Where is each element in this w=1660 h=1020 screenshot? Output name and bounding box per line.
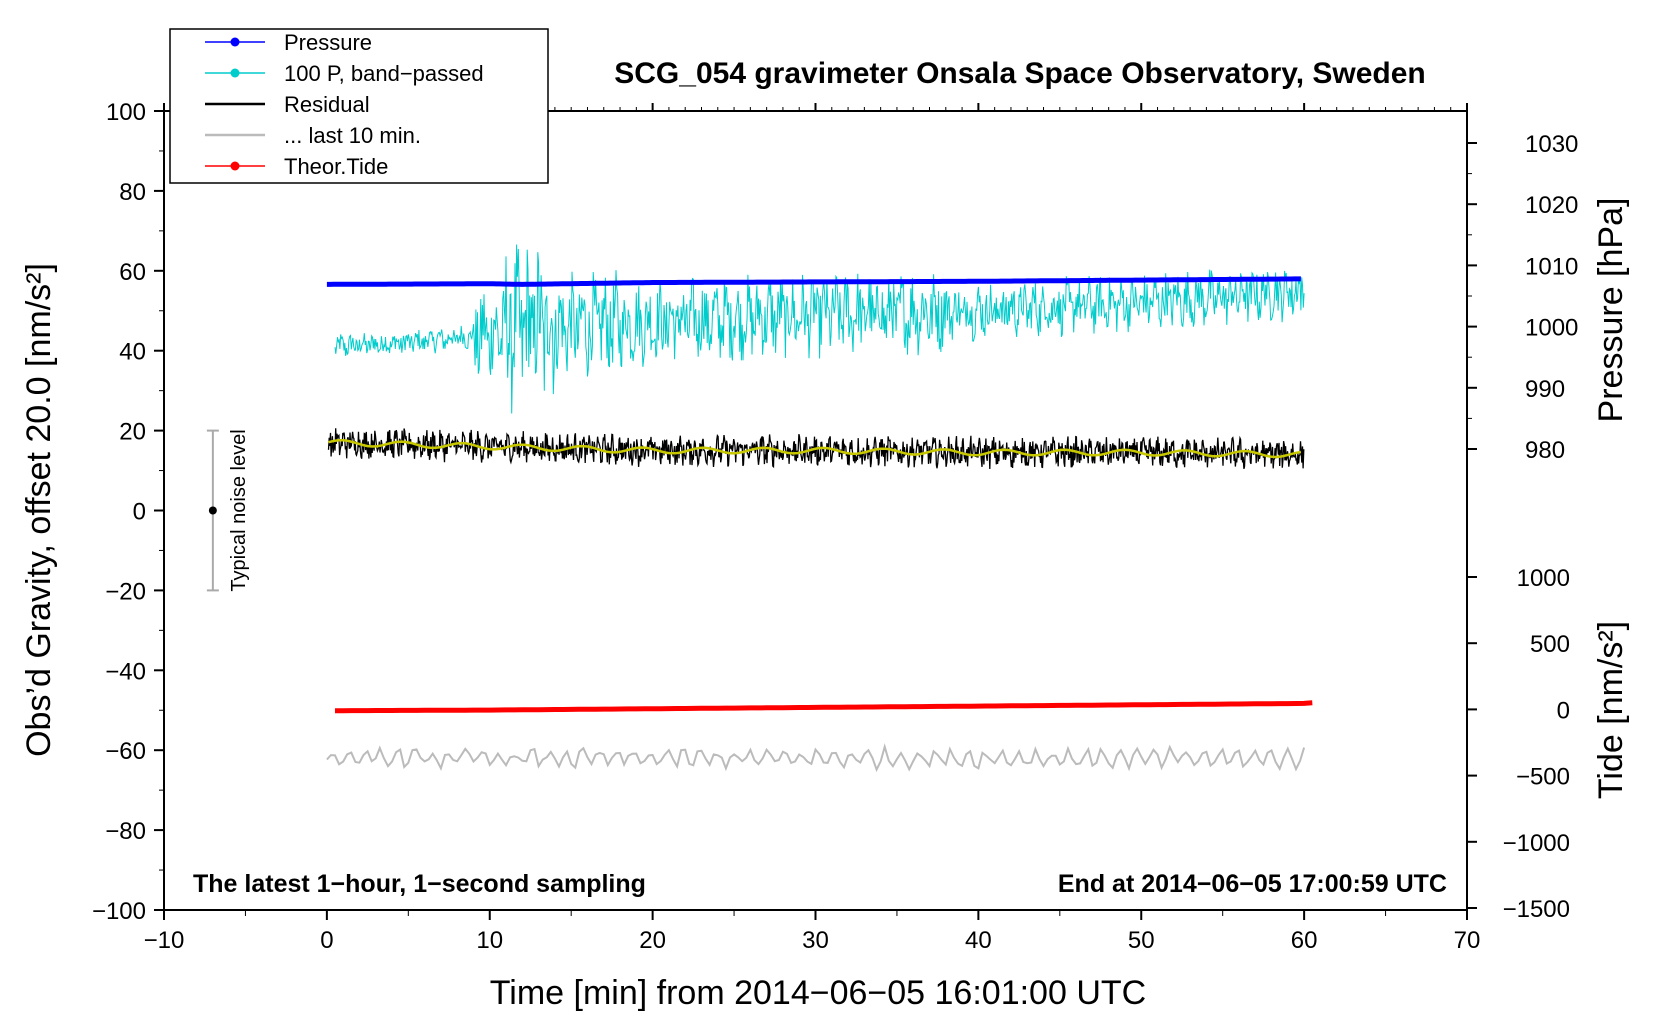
pressure-tick-label: 1000 <box>1525 315 1578 342</box>
tide-tick-label: 0 <box>1557 697 1570 724</box>
y-tick-label: −100 <box>92 898 146 925</box>
y-tick-label: 20 <box>119 419 146 446</box>
legend-marker <box>230 37 240 47</box>
x-tick-label: 60 <box>1291 927 1318 954</box>
x-tick-label: 30 <box>802 927 829 954</box>
pressure-tick-label: 990 <box>1525 376 1565 403</box>
tide-tick-label: 1000 <box>1517 565 1570 592</box>
y-tick-label: −20 <box>105 578 146 605</box>
theoretical-tide-series <box>335 700 1313 714</box>
x-tick-label: 70 <box>1454 927 1481 954</box>
plot-frame <box>163 110 1468 911</box>
y-axis-label: Obs’d Gravity, offset 20.0 [nm/s²] <box>20 263 58 757</box>
x-tick-label: −10 <box>144 927 185 954</box>
residual-smoothed-series <box>328 438 1302 459</box>
tide-tick-label: 500 <box>1530 631 1570 658</box>
chart-title: SCG_054 gravimeter Onsala Space Observat… <box>614 57 1426 90</box>
legend-label: Theor.Tide <box>284 154 388 179</box>
band-passed-series <box>334 244 1305 414</box>
legend-marker <box>230 68 240 78</box>
pressure-tick-label: 980 <box>1525 437 1565 464</box>
x-tick-label: 40 <box>965 927 992 954</box>
x-axis-label: Time [min] from 2014−06−05 16:01:00 UTC <box>490 974 1146 1012</box>
sampling-annotation: The latest 1−hour, 1−second sampling <box>193 870 646 898</box>
legend-marker <box>230 161 240 171</box>
tide-axis-label: Tide [nm/s²] <box>1592 621 1630 799</box>
x-tick-label: 20 <box>639 927 666 954</box>
pressure-series <box>326 276 1301 287</box>
end-time-annotation: End at 2014−06−05 17:00:59 UTC <box>1058 870 1447 898</box>
legend-label: Pressure <box>284 30 372 55</box>
axes: −10 0 10 20 30 40 50 60 70100806040200−20−40−60−… <box>92 99 1578 954</box>
legend-label: 100 P, band−passed <box>284 61 484 86</box>
tide-tick-label: −500 <box>1516 764 1570 791</box>
legend-label: ... last 10 min. <box>284 123 421 148</box>
pressure-tick-label: 1010 <box>1525 253 1578 280</box>
y-tick-label: −40 <box>105 658 146 685</box>
y-tick-label: 80 <box>119 179 146 206</box>
y-tick-label: 60 <box>119 259 146 286</box>
y-tick-label: −80 <box>105 818 146 845</box>
y-tick-label: −60 <box>105 738 146 765</box>
x-tick-label: 10 <box>476 927 503 954</box>
tide-tick-label: −1500 <box>1503 896 1570 923</box>
legend: Pressure 100 P, band−passed Residual ... la… <box>169 28 549 184</box>
pressure-tick-label: 1020 <box>1525 192 1578 219</box>
last-10-min-series <box>326 743 1306 773</box>
pressure-axis-label: Pressure [hPa] <box>1592 198 1630 423</box>
x-tick-label: 0 <box>320 927 333 954</box>
legend-box <box>169 28 549 184</box>
plot-area: Typical noise level <box>206 244 1313 773</box>
x-tick-label: 50 <box>1128 927 1155 954</box>
residual-series <box>327 428 1305 470</box>
y-tick-label: 40 <box>119 339 146 366</box>
noise-level-label: Typical noise level <box>228 429 250 591</box>
legend-label: Residual <box>284 92 370 117</box>
pressure-tick-label: 1030 <box>1525 131 1578 158</box>
y-tick-label: 100 <box>106 99 146 126</box>
noise-bar-center <box>208 506 217 515</box>
tide-tick-label: −1000 <box>1503 830 1570 857</box>
y-tick-label: 0 <box>133 499 146 526</box>
